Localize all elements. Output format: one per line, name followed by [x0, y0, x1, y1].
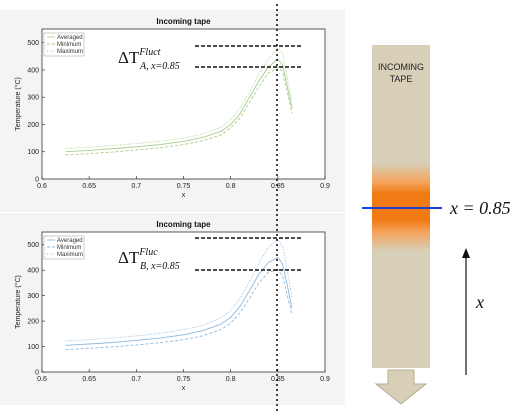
series-line-minimum	[65, 269, 293, 351]
tape-label-line1: INCOMING	[378, 62, 424, 72]
x-tick-label: 0.6	[37, 376, 47, 383]
series-line-maximum	[65, 47, 293, 149]
x-axis-label: x	[182, 385, 186, 392]
tape-illustration: INCOMING TAPE x = 0.85 x	[362, 45, 511, 405]
plot-area	[41, 231, 326, 373]
y-tick-label: 500	[27, 242, 39, 249]
y-tick-label: 300	[27, 95, 39, 102]
legend-entry: Averaged	[57, 35, 83, 41]
legend-box	[43, 32, 85, 57]
chart-title: Incoming tape	[156, 220, 211, 229]
y-tick-label: 500	[27, 40, 39, 47]
y-axis-label: Temperature (°C)	[14, 77, 22, 131]
x-tick-label: 0.65	[82, 376, 96, 383]
y-tick-label: 0	[35, 177, 39, 184]
y-tick-label: 200	[27, 319, 39, 326]
delta-t-annotation: ΔTFluc	[118, 247, 158, 267]
x-tick-label: 0.75	[177, 183, 191, 190]
x-axis-label: x	[182, 192, 186, 199]
legend-entry: Maximum	[57, 49, 83, 55]
legend-entry: Minimum	[57, 42, 81, 48]
x-tick-label: 0.7	[131, 376, 141, 383]
plot-area	[41, 28, 326, 180]
y-tick-label: 100	[27, 344, 39, 351]
series-line-averaged	[65, 256, 293, 346]
x-tick-label: 0.65	[82, 183, 96, 190]
x-tick-label: 0.8	[226, 376, 236, 383]
x-tick-label: 0.7	[131, 183, 141, 190]
y-tick-label: 0	[35, 370, 39, 377]
y-tick-label: 200	[27, 122, 39, 129]
x-tick-label: 0.85	[271, 376, 285, 383]
delta-t-subscript: A, x=0.85	[139, 61, 180, 72]
y-tick-label: 400	[27, 67, 39, 74]
y-tick-label: 400	[27, 268, 39, 275]
delta-t-subscript: B, x=0.85	[140, 261, 180, 272]
x-tick-label: 0.8	[226, 183, 236, 190]
legend-box	[43, 235, 85, 260]
tape-label-line2: TAPE	[390, 74, 413, 84]
legend-entry: Minimum	[57, 245, 81, 251]
delta-t-annotation: ΔTFluct	[118, 47, 161, 67]
x-tick-label: 0.85	[271, 183, 285, 190]
x-tick-label: 0.9	[320, 376, 330, 383]
tape-feed-arrow	[374, 369, 428, 405]
chart-panel-a: Incoming tape 0.6 0.65 0.7 0.75 0.8 0.85 0.9 0 10…	[0, 10, 345, 212]
x-tick-label: 0.75	[177, 376, 191, 383]
legend-entry: Averaged	[57, 238, 83, 244]
x-direction-label: x	[475, 292, 484, 312]
y-axis-label: Temperature (°C)	[14, 275, 22, 329]
legend-entry: Maximum	[57, 252, 83, 258]
x-direction-arrowhead	[462, 248, 470, 258]
chart-panel-b: Incoming tape 0.6 0.65 0.7 0.75 0.8 0.85 0.9 0 10…	[0, 213, 345, 405]
series-line-averaged	[65, 58, 293, 153]
position-label: x = 0.85	[449, 198, 511, 218]
y-tick-label: 100	[27, 149, 39, 156]
chart-title: Incoming tape	[156, 17, 211, 26]
series-line-maximum	[65, 238, 293, 342]
x-tick-label: 0.9	[320, 183, 330, 190]
y-tick-label: 300	[27, 293, 39, 300]
x-tick-label: 0.6	[37, 183, 47, 190]
